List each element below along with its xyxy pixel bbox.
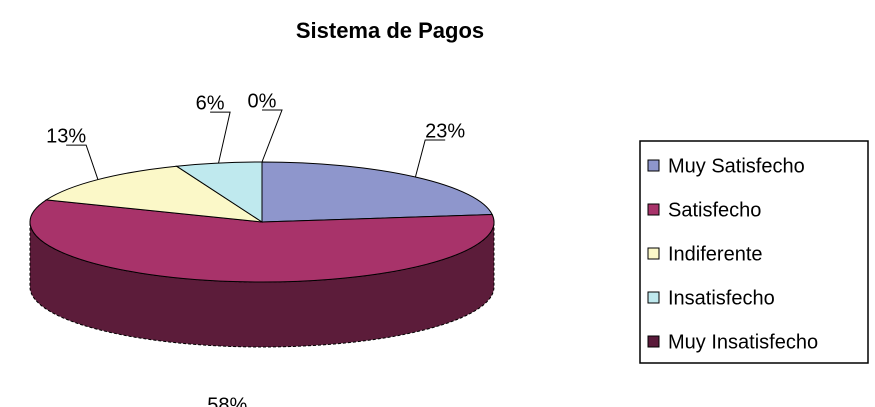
leader-line: [66, 144, 99, 180]
pie-slice: [29, 199, 495, 283]
legend-label: Satisfecho: [668, 199, 761, 221]
legend-swatch: [647, 335, 660, 348]
chart-title: Sistema de Pagos: [296, 18, 484, 43]
data-label: 13%: [46, 125, 86, 147]
legend-label: Indiferente: [668, 243, 763, 265]
pie-side: [29, 221, 495, 348]
data-label: 6%: [196, 92, 225, 114]
legend-swatch: [647, 203, 660, 216]
leader-line: [414, 139, 446, 178]
pie-slice: [261, 161, 493, 223]
legend-swatch: [647, 159, 660, 172]
legend-box: [639, 140, 869, 364]
leader-line: [261, 109, 283, 163]
data-label: 23%: [425, 120, 465, 142]
legend-label: Insatisfecho: [668, 287, 775, 309]
legend-label: Muy Satisfecho: [668, 155, 805, 177]
leader-line: [210, 111, 231, 164]
legend-swatch: [647, 291, 660, 304]
legend-swatch: [647, 247, 660, 260]
pie-slice: [44, 165, 263, 223]
data-label: 58%: [207, 394, 247, 407]
legend-label: Muy Insatisfecho: [668, 331, 818, 353]
data-label: 0%: [248, 90, 277, 112]
